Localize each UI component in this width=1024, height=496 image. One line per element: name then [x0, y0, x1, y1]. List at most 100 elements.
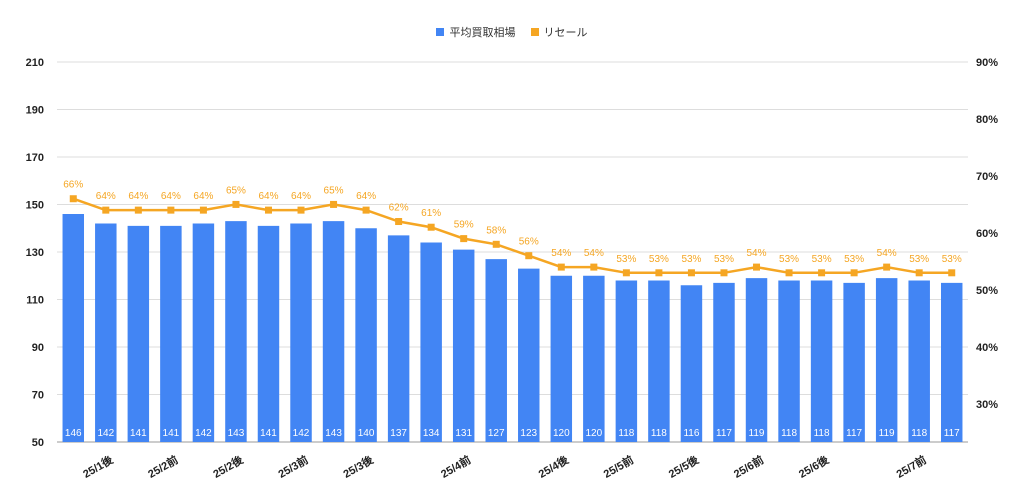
bar-value-label: 119: [879, 428, 895, 439]
bar: [420, 242, 442, 442]
left-tick-label: 210: [26, 57, 44, 69]
bar: [225, 221, 247, 442]
x-tick-label: 25/6後: [796, 452, 832, 481]
bar-value-label: 117: [716, 428, 732, 439]
resale-value-label: 59%: [454, 220, 474, 231]
resale-marker: [915, 269, 923, 277]
resale-value-label: 64%: [291, 191, 311, 202]
bar: [615, 280, 638, 442]
bar-value-label: 117: [846, 428, 862, 439]
resale-value-label: 53%: [681, 254, 701, 265]
left-tick-label: 150: [26, 200, 44, 212]
right-tick-label: 90%: [976, 57, 998, 69]
bar-value-label: 123: [520, 428, 537, 439]
bar-value-label: 118: [911, 428, 927, 439]
bar: [192, 223, 215, 442]
resale-value-label: 54%: [877, 248, 897, 259]
resale-marker: [199, 206, 207, 214]
bar: [160, 225, 182, 442]
resale-value-label: 53%: [812, 254, 832, 265]
bar: [387, 235, 410, 442]
x-tick-label: 25/5前: [601, 452, 636, 480]
resale-value-label: 64%: [128, 191, 148, 202]
x-tick-label: 25/2前: [145, 452, 180, 480]
resale-marker: [395, 218, 403, 226]
legend-bar-label: 平均買取相場: [449, 27, 516, 39]
bar-value-label: 116: [683, 428, 699, 439]
bar: [290, 223, 312, 442]
right-tick-label: 40%: [976, 342, 998, 354]
resale-marker: [330, 200, 338, 208]
bar-value-label: 143: [325, 428, 342, 439]
bar-value-label: 120: [553, 428, 570, 439]
left-tick-label: 110: [26, 295, 44, 307]
bar-value-label: 117: [944, 428, 960, 439]
x-tick-label: 25/3後: [341, 452, 377, 481]
resale-marker: [492, 240, 500, 248]
resale-marker: [167, 206, 175, 214]
resale-value-label: 56%: [519, 237, 539, 248]
bar-value-label: 141: [260, 428, 277, 439]
resale-value-label: 53%: [779, 254, 799, 265]
left-tick-label: 130: [26, 247, 44, 259]
resale-line: [72, 197, 952, 275]
resale-value-label: 53%: [844, 254, 864, 265]
x-tick-label: 25/5後: [666, 452, 702, 481]
resale-marker: [427, 223, 435, 231]
resale-value-label: 54%: [551, 248, 571, 259]
x-tick-label: 25/1後: [80, 452, 116, 481]
resale-marker: [102, 206, 110, 214]
bar: [648, 280, 670, 442]
bar-value-label: 141: [130, 428, 147, 439]
bar-value-label: 142: [195, 428, 212, 439]
x-tick-label: 25/4後: [536, 452, 572, 481]
bar: [583, 275, 605, 442]
resale-marker: [753, 263, 761, 271]
resale-marker: [590, 263, 598, 271]
bar: [322, 221, 345, 442]
legend-bar-swatch: [436, 28, 445, 36]
bar: [745, 278, 768, 442]
bar-value-label: 143: [228, 428, 245, 439]
left-tick-label: 70: [32, 390, 44, 402]
bar: [810, 280, 833, 442]
legend-item-line: リセール: [530, 24, 588, 40]
bar: [355, 228, 377, 442]
x-tick-label: 25/4前: [438, 452, 473, 480]
left-tick-label: 90: [32, 342, 44, 354]
left-tick-label: 170: [26, 152, 44, 164]
resale-marker: [525, 252, 533, 260]
resale-marker: [557, 263, 565, 271]
x-tick-label: 25/7前: [894, 452, 929, 480]
bar-value-label: 141: [163, 428, 180, 439]
bar: [257, 225, 280, 442]
bar: [452, 249, 475, 442]
right-tick-label: 80%: [976, 114, 998, 126]
resale-marker: [297, 206, 305, 214]
bar: [778, 280, 800, 442]
bar-value-label: 142: [97, 428, 114, 439]
resale-value-label: 64%: [96, 191, 116, 202]
resale-marker: [948, 269, 956, 277]
bar-value-label: 118: [651, 428, 667, 439]
bar-value-label: 120: [585, 428, 602, 439]
bar-value-label: 119: [749, 428, 765, 439]
resale-marker: [687, 269, 695, 277]
resale-marker: [622, 269, 630, 277]
resale-marker: [785, 269, 793, 277]
bar: [908, 280, 930, 442]
bar: [518, 268, 540, 442]
legend-line-label: リセール: [543, 27, 588, 39]
resale-value-label: 65%: [226, 185, 246, 196]
legend-line-swatch: [530, 28, 539, 36]
legend: 平均買取相場 リセール: [0, 24, 1024, 40]
bar-value-label: 142: [293, 428, 310, 439]
resale-value-label: 64%: [161, 191, 181, 202]
right-tick-label: 60%: [976, 228, 998, 240]
bar: [680, 285, 703, 442]
resale-marker: [720, 269, 728, 277]
bar: [95, 223, 117, 442]
resale-marker: [362, 206, 370, 214]
resale-value-label: 66%: [63, 180, 83, 191]
bar-value-label: 140: [358, 428, 375, 439]
